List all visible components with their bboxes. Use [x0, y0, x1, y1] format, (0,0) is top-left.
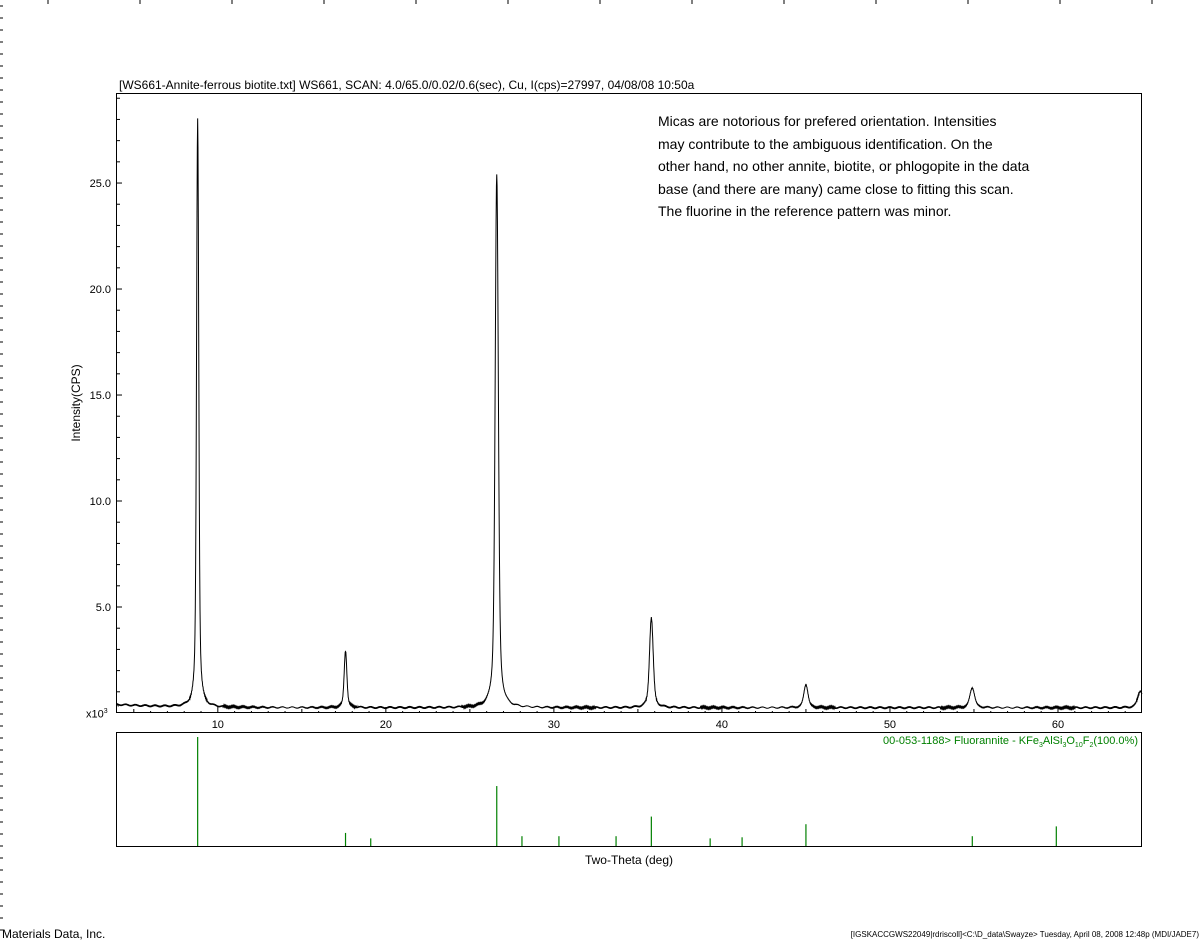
- y-tick-label: 20.0: [90, 284, 111, 296]
- diffraction-plot-frame: [116, 93, 1142, 713]
- formula-subscript: 3: [1038, 742, 1043, 750]
- x-tick-label: 20: [380, 719, 392, 731]
- y-axis-label: Intensity(CPS): [69, 364, 83, 442]
- y-axis-unit: x103: [86, 708, 108, 721]
- y-tick-label: 15.0: [90, 390, 111, 402]
- formula-subscript: 2: [1089, 742, 1094, 750]
- diffraction-trace: [116, 118, 1143, 711]
- x-tick-label: 50: [884, 719, 896, 731]
- scan-title: [WS661-Annite-ferrous biotite.txt] WS661…: [119, 78, 695, 92]
- x-tick-label: 10: [212, 719, 224, 731]
- y-tick-label: 25.0: [90, 178, 111, 190]
- formula-text: AlSi: [1042, 735, 1063, 747]
- annotation-line: The fluorine in the reference pattern wa…: [658, 203, 952, 219]
- x-tick-label: 30: [548, 719, 560, 731]
- x-tick-label: 60: [1052, 719, 1064, 731]
- y-tick-label: 5.0: [96, 602, 111, 614]
- x-tick-label: 40: [716, 719, 728, 731]
- annotation-line: Micas are notorious for prefered orienta…: [658, 113, 997, 129]
- formula-text: (100.0%): [1093, 735, 1138, 747]
- y-tick-label: 10.0: [90, 496, 111, 508]
- y-unit-base: x10: [86, 708, 104, 721]
- annotation-note: Micas are notorious for prefered orienta…: [658, 110, 1029, 223]
- x-axis-label: Two-Theta (deg): [584, 853, 674, 867]
- y-unit-exponent: 3: [103, 708, 108, 715]
- reference-label-text: 00-053-1188> Fluorannite - KFe: [882, 735, 1039, 747]
- annotation-line: may contribute to the ambiguous identifi…: [658, 135, 993, 152]
- footer-company: Materials Data, Inc.: [2, 927, 106, 941]
- reference-label: 00-053-1188> Fluorannite - KFe3AlSi3O10F…: [883, 735, 1138, 749]
- formula-subscript: 10: [1074, 742, 1083, 750]
- formula-text: O: [1066, 735, 1075, 747]
- annotation-line: other hand, no other annite, biotite, or…: [658, 158, 1030, 174]
- reference-pattern-frame: [116, 732, 1142, 847]
- annotation-line: base (and there are many) came close to …: [658, 180, 1014, 197]
- footer-status: [IGSKACCGWS22049|rdriscoll]<C:\D_data\Sw…: [850, 930, 1199, 939]
- formula-text: F: [1082, 735, 1090, 747]
- formula-subscript: 3: [1062, 742, 1067, 750]
